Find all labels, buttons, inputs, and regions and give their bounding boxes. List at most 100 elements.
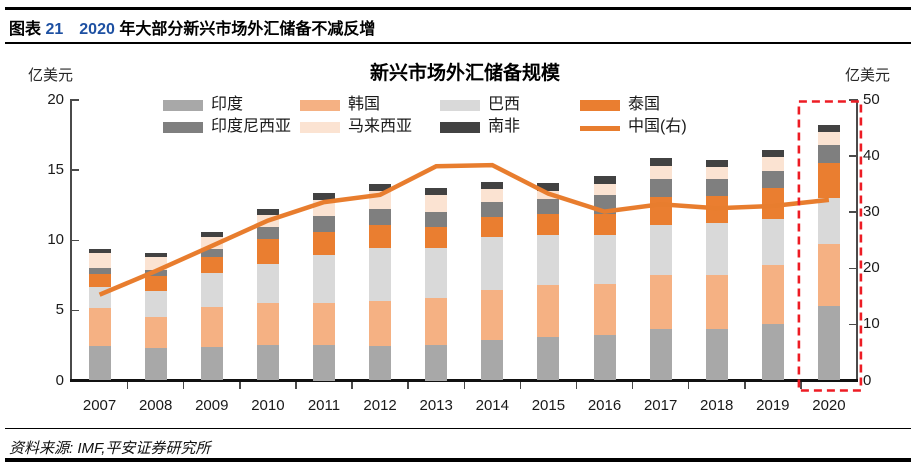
bar-segment-巴西-2009 bbox=[200, 273, 223, 307]
bar-segment-马来西亚-2007 bbox=[88, 252, 111, 268]
x-axis-tick-label: 2013 bbox=[419, 397, 453, 414]
bar-segment-巴西-2010 bbox=[256, 264, 279, 303]
legend-swatch-印度尼西亚 bbox=[163, 122, 203, 133]
bar-segment-马来西亚-2016 bbox=[593, 184, 616, 195]
bar-segment-南非-2015 bbox=[537, 183, 560, 192]
bar-segment-巴西-2013 bbox=[425, 247, 448, 299]
header-separator-rule bbox=[5, 42, 911, 44]
bar-segment-印度尼西亚-2020 bbox=[817, 144, 840, 164]
bar-segment-南非-2013 bbox=[425, 187, 448, 196]
bar-segment-马来西亚-2010 bbox=[256, 215, 279, 227]
left-axis-tick-label: 20 bbox=[47, 91, 64, 108]
bar-segment-印度-2014 bbox=[481, 339, 504, 381]
bar-segment-马来西亚-2012 bbox=[369, 191, 392, 210]
bar-segment-泰国-2012 bbox=[369, 224, 392, 248]
legend-swatch-韩国 bbox=[300, 100, 340, 111]
x-axis-tick-mark bbox=[575, 382, 578, 389]
legend-swatch-印度 bbox=[163, 100, 203, 111]
left-axis-tick-label: 10 bbox=[47, 231, 64, 249]
x-axis-tick-label: 2017 bbox=[643, 397, 678, 414]
left-axis-tick-label: 0 bbox=[55, 371, 64, 389]
x-axis-tick-mark bbox=[744, 382, 746, 389]
figure-header: 图表 21 2020 年大部分新兴市场外汇储备不减反增 bbox=[9, 15, 375, 39]
left-y-axis-line bbox=[70, 99, 72, 382]
x-axis-tick-label: 2007 bbox=[82, 397, 117, 414]
bar-segment-印度-2011 bbox=[312, 345, 335, 381]
bar-segment-马来西亚-2015 bbox=[537, 191, 560, 199]
legend-label: 中国(右) bbox=[628, 118, 687, 135]
bar-segment-南非-2017 bbox=[649, 157, 672, 166]
legend-label: 南非 bbox=[488, 118, 521, 135]
top-rule bbox=[5, 7, 911, 10]
bar-segment-南非-2018 bbox=[705, 159, 728, 167]
legend-swatch-中国(右) bbox=[580, 126, 620, 131]
bar-segment-南非-2016 bbox=[593, 176, 616, 185]
bar-segment-泰国-2019 bbox=[761, 187, 784, 219]
bar-segment-韩国-2007 bbox=[88, 307, 111, 347]
x-axis-tick-label: 2016 bbox=[587, 397, 622, 414]
legend-label: 韩国 bbox=[348, 96, 381, 113]
bar-segment-马来西亚-2017 bbox=[649, 165, 672, 180]
x-axis-tick-label: 2011 bbox=[307, 397, 341, 414]
bar-segment-印度尼西亚-2008 bbox=[144, 269, 167, 276]
bar-segment-马来西亚-2013 bbox=[425, 195, 448, 213]
bar-segment-印度尼西亚-2012 bbox=[369, 209, 392, 225]
bar-segment-韩国-2017 bbox=[649, 274, 672, 329]
bar-segment-巴西-2017 bbox=[649, 224, 672, 275]
bar-segment-马来西亚-2014 bbox=[481, 189, 504, 203]
bar-segment-巴西-2008 bbox=[144, 290, 167, 318]
legend-label: 印度 bbox=[211, 96, 244, 113]
right-axis-tick-mark bbox=[849, 211, 856, 213]
bottom-rule bbox=[5, 458, 911, 462]
right-axis-tick-mark bbox=[849, 99, 856, 101]
left-axis-tick-mark bbox=[72, 239, 79, 241]
bar-segment-巴西-2012 bbox=[369, 247, 392, 301]
x-axis-tick-label: 2020 bbox=[812, 397, 846, 414]
bar-segment-韩国-2014 bbox=[481, 290, 504, 340]
bar-segment-南非-2008 bbox=[144, 252, 167, 258]
bar-segment-泰国-2009 bbox=[200, 257, 223, 274]
figure-title-text: 年大部分新兴市场外汇储备不减反增 bbox=[119, 21, 376, 38]
bar-segment-泰国-2010 bbox=[256, 238, 279, 265]
bar-segment-韩国-2018 bbox=[705, 275, 728, 329]
bar-segment-南非-2019 bbox=[761, 149, 784, 157]
x-axis-tick-label: 2015 bbox=[531, 397, 566, 414]
legend-label: 印度尼西亚 bbox=[211, 118, 292, 135]
right-axis-tick-mark bbox=[849, 155, 856, 157]
bar-segment-印度-2015 bbox=[537, 337, 560, 381]
x-axis-tick-label: 2014 bbox=[475, 397, 509, 414]
bar-segment-印度-2010 bbox=[256, 344, 279, 381]
bar-segment-南非-2009 bbox=[200, 231, 223, 237]
bar-segment-马来西亚-2008 bbox=[144, 257, 167, 270]
bar-segment-巴西-2014 bbox=[481, 236, 504, 291]
bar-segment-印度尼西亚-2019 bbox=[761, 170, 784, 188]
x-axis-tick-label: 2009 bbox=[195, 397, 229, 414]
left-axis-tick-label: 5 bbox=[55, 301, 64, 319]
bar-segment-韩国-2015 bbox=[537, 285, 560, 338]
x-axis-tick-label: 2019 bbox=[756, 397, 790, 414]
legend-swatch-马来西亚 bbox=[300, 122, 340, 133]
x-axis-tick-mark bbox=[463, 382, 465, 389]
legend-label: 马来西亚 bbox=[348, 118, 413, 135]
bar-segment-印度-2017 bbox=[649, 328, 672, 381]
chart-title: 新兴市场外汇储备规模 bbox=[369, 63, 560, 84]
right-axis-tick-label: 10 bbox=[863, 315, 880, 333]
bar-segment-印度-2019 bbox=[761, 323, 784, 381]
bar-segment-巴西-2015 bbox=[537, 235, 560, 286]
bar-segment-印度-2008 bbox=[144, 347, 167, 381]
left-axis-tick-mark bbox=[72, 99, 79, 101]
legend-swatch-巴西 bbox=[440, 100, 480, 111]
bar-segment-印度-2009 bbox=[200, 346, 223, 381]
left-axis-tick-mark bbox=[72, 169, 79, 171]
bar-segment-韩国-2009 bbox=[200, 306, 223, 347]
bar-segment-韩国-2010 bbox=[256, 302, 279, 345]
bar-segment-印度尼西亚-2011 bbox=[312, 215, 335, 232]
bar-segment-巴西-2007 bbox=[88, 287, 111, 308]
bar-segment-马来西亚-2019 bbox=[761, 156, 784, 171]
bar-segment-马来西亚-2009 bbox=[200, 236, 223, 250]
bar-segment-韩国-2020 bbox=[817, 244, 840, 307]
bar-segment-泰国-2017 bbox=[649, 197, 672, 225]
bar-segment-印度-2020 bbox=[817, 306, 840, 381]
x-axis-tick-label: 2010 bbox=[251, 397, 285, 414]
bar-segment-韩国-2011 bbox=[312, 302, 335, 346]
